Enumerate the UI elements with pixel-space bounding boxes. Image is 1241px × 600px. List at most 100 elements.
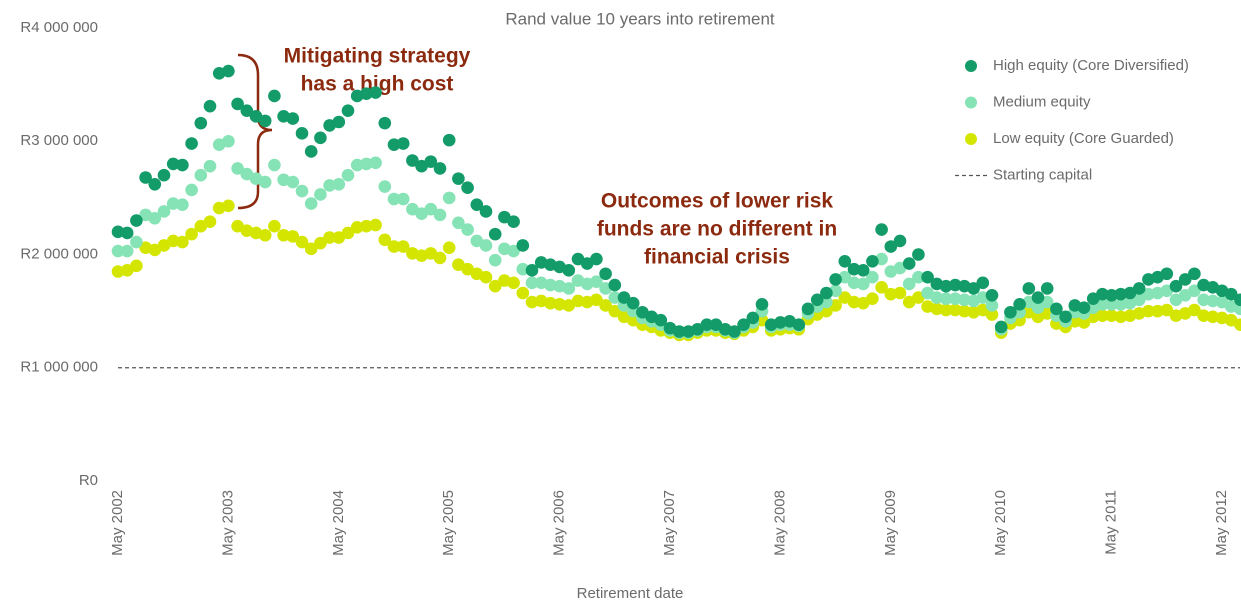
data-point xyxy=(562,264,576,277)
data-point xyxy=(396,137,410,150)
data-point xyxy=(608,278,622,292)
x-tick-label: May 2008 xyxy=(771,490,788,556)
data-point xyxy=(847,276,861,290)
x-tick-label: May 2005 xyxy=(440,490,457,556)
data-point xyxy=(930,291,944,304)
data-point xyxy=(976,276,990,290)
data-point xyxy=(488,253,502,267)
data-point xyxy=(626,296,640,310)
data-point xyxy=(479,205,493,218)
data-point xyxy=(130,259,143,273)
data-point xyxy=(1022,282,1036,295)
data-point xyxy=(433,251,447,265)
data-point xyxy=(120,226,134,240)
data-point xyxy=(387,138,401,151)
data-point xyxy=(875,281,888,294)
y-tick-label: R1 000 000 xyxy=(20,359,98,376)
annotation: financial crisis xyxy=(644,246,790,269)
data-point xyxy=(1142,287,1155,301)
legend-label: Low equity (Core Guarded) xyxy=(993,130,1174,147)
data-point xyxy=(295,184,309,198)
data-point xyxy=(893,286,907,300)
legend-label: High equity (Core Diversified) xyxy=(993,57,1189,74)
data-point xyxy=(958,293,971,307)
data-point xyxy=(994,320,1008,334)
data-point xyxy=(856,264,870,277)
data-point xyxy=(157,205,171,218)
data-point xyxy=(387,192,401,206)
data-point xyxy=(442,133,456,147)
data-point xyxy=(304,242,318,256)
data-point xyxy=(350,158,364,172)
data-point xyxy=(985,288,999,302)
legend-marker xyxy=(965,133,977,145)
data-point xyxy=(268,89,281,103)
data-point xyxy=(258,228,272,242)
data-point xyxy=(608,291,622,304)
data-point xyxy=(442,191,456,205)
data-point xyxy=(525,276,539,290)
data-point xyxy=(1013,298,1026,311)
data-point xyxy=(240,104,254,117)
data-point xyxy=(268,219,281,233)
data-point xyxy=(1234,318,1241,332)
data-point xyxy=(930,302,944,316)
data-point xyxy=(571,294,585,308)
data-point xyxy=(111,244,125,258)
data-point xyxy=(1077,301,1091,315)
data-point xyxy=(203,215,217,228)
data-point xyxy=(1050,302,1063,316)
data-point xyxy=(810,293,824,307)
data-point xyxy=(203,99,217,113)
data-point xyxy=(654,313,668,327)
data-point xyxy=(231,162,244,175)
annotation: has a high cost xyxy=(301,73,454,96)
data-point xyxy=(1114,310,1128,324)
legend-label: Starting capital xyxy=(993,166,1092,183)
data-point xyxy=(746,311,760,325)
data-point xyxy=(157,168,171,182)
data-point xyxy=(433,208,447,222)
data-point xyxy=(130,214,143,227)
data-point xyxy=(912,270,925,284)
data-point xyxy=(902,277,916,291)
data-point xyxy=(166,197,180,210)
data-point xyxy=(939,303,953,317)
data-point xyxy=(921,270,934,284)
data-point xyxy=(608,304,622,318)
data-point xyxy=(847,295,861,309)
data-point xyxy=(396,192,410,206)
data-point xyxy=(433,162,447,175)
data-point xyxy=(525,295,539,309)
data-point xyxy=(1004,305,1017,319)
data-point xyxy=(1114,287,1128,301)
data-point xyxy=(176,158,189,172)
data-point xyxy=(166,157,180,171)
data-point xyxy=(461,181,474,194)
data-point xyxy=(442,241,456,255)
data-point xyxy=(323,231,336,244)
data-point xyxy=(1105,298,1118,311)
data-point xyxy=(1059,310,1072,324)
data-point xyxy=(304,197,318,210)
data-point xyxy=(1132,293,1146,307)
data-point xyxy=(737,318,750,332)
data-point xyxy=(452,172,465,185)
data-point xyxy=(488,279,502,293)
data-point xyxy=(774,316,787,329)
x-tick-label: May 2003 xyxy=(219,490,236,556)
y-tick-label: R2 000 000 xyxy=(20,245,98,262)
data-point xyxy=(470,198,484,211)
data-point xyxy=(461,223,474,236)
legend-marker xyxy=(965,96,977,109)
data-point xyxy=(222,64,235,78)
data-point xyxy=(902,257,916,270)
data-point xyxy=(258,114,272,128)
data-point xyxy=(599,299,612,312)
data-point xyxy=(378,233,392,247)
data-point xyxy=(700,318,714,332)
data-point xyxy=(553,298,566,311)
data-point xyxy=(847,262,861,276)
data-point xyxy=(792,318,806,332)
data-point xyxy=(194,168,208,182)
